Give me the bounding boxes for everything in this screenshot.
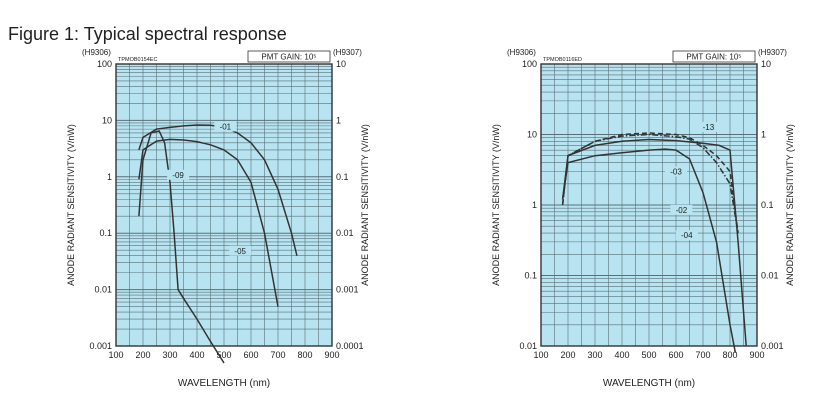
x-tick-label: 500 — [216, 350, 231, 360]
y-tick-label-left: 1 — [107, 172, 112, 182]
plot-frame — [115, 63, 333, 347]
y-tick-label-right: 10 — [761, 59, 771, 69]
y-axis-label-left: ANODE RADIANT SENSITIVITY (V/nW) — [491, 124, 501, 286]
series-line — [561, 138, 747, 347]
y-axis-label-left: ANODE RADIANT SENSITIVITY (V/nW) — [66, 124, 76, 286]
gain-box — [247, 50, 331, 63]
series-label: -13 — [703, 123, 715, 132]
y-tick-label-right: 1 — [761, 130, 766, 140]
y-tick-label-left: 0.01 — [519, 341, 537, 351]
series-line — [561, 132, 739, 234]
x-tick-label: 600 — [668, 350, 683, 360]
model-label-right: (H9307) — [758, 48, 787, 57]
x-tick-label: 700 — [695, 350, 710, 360]
series-label: -09 — [172, 171, 184, 180]
y-tick-label-left: 0.1 — [524, 271, 537, 281]
y-tick-label-right: 0.001 — [336, 285, 359, 295]
gain-label: PMT GAIN: 10⁵ — [261, 53, 316, 62]
spectral-chart-right: 100 200 300 400 500 600 700 800 9000.010.1110100… — [491, 48, 795, 389]
series-line — [138, 130, 225, 364]
series-label: -04 — [681, 231, 693, 240]
series-line — [561, 133, 739, 234]
series-label-bg — [214, 121, 237, 132]
model-label-left: (H9306) — [82, 48, 111, 57]
x-tick-label: 100 — [108, 350, 123, 360]
y-axis-label-right: ANODE RADIANT SENSITIVITY (V/nW) — [785, 124, 795, 286]
y-tick-label-right: 10 — [336, 59, 346, 69]
gain-box — [672, 50, 756, 63]
y-tick-label-right: 1 — [336, 115, 341, 125]
x-tick-label: 200 — [560, 350, 575, 360]
x-axis-label: WAVELENGTH (nm) — [603, 378, 695, 389]
y-tick-label-left: 100 — [97, 59, 112, 69]
series-label-bg — [167, 169, 190, 180]
x-tick-label: 400 — [614, 350, 629, 360]
y-tick-label-left: 0.1 — [99, 228, 112, 238]
x-tick-label: 900 — [749, 350, 764, 360]
y-tick-label-right: 0.1 — [761, 200, 774, 210]
y-tick-label-right: 0.0001 — [336, 341, 364, 351]
gain-label: PMT GAIN: 10⁵ — [686, 53, 741, 62]
chart-code: TPMOB0116ED — [543, 57, 582, 63]
y-tick-label-left: 0.001 — [89, 341, 112, 351]
series-label: -02 — [676, 206, 688, 215]
x-tick-label: 900 — [324, 350, 339, 360]
x-tick-label: 200 — [135, 350, 150, 360]
series-label-bg — [665, 166, 687, 177]
series-label: -05 — [234, 247, 246, 256]
series-label: -01 — [220, 122, 232, 131]
x-tick-label: 700 — [270, 350, 285, 360]
y-tick-label-right: 0.01 — [761, 271, 779, 281]
model-label-right: (H9307) — [333, 48, 362, 57]
y-tick-label-right: 0.001 — [761, 341, 784, 351]
series-label-bg — [670, 204, 693, 215]
x-tick-label: 800 — [722, 350, 737, 360]
y-tick-label-left: 0.01 — [94, 285, 112, 295]
x-tick-label: 300 — [587, 350, 602, 360]
plot-frame — [540, 63, 758, 347]
x-tick-label: 400 — [189, 350, 204, 360]
y-tick-label-left: 10 — [527, 130, 537, 140]
x-tick-label: 500 — [641, 350, 656, 360]
model-label-left: (H9306) — [507, 48, 536, 57]
y-axis-label-right: ANODE RADIANT SENSITIVITY (V/nW) — [360, 124, 370, 286]
series-label-bg — [675, 230, 698, 241]
y-tick-label-right: 0.01 — [336, 228, 354, 238]
x-tick-label: 100 — [533, 350, 548, 360]
series-line — [138, 138, 279, 307]
spectral-chart-left: 100 200 300 400 500 600 700 800 900 0.001 0.01 0.1 1… — [66, 48, 370, 389]
figure-title: Figure 1: Typical spectral response — [8, 24, 287, 44]
x-tick-label: 300 — [162, 350, 177, 360]
x-tick-label: 800 — [297, 350, 312, 360]
series-line — [561, 148, 737, 353]
series-label-bg — [229, 245, 252, 256]
x-axis-label: WAVELENGTH (nm) — [178, 378, 270, 389]
y-tick-label-left: 100 — [522, 59, 537, 69]
series-label-bg — [697, 121, 720, 132]
y-tick-label-left: 10 — [102, 115, 112, 125]
y-tick-label-right: 0.1 — [336, 172, 349, 182]
chart-code: TPMOB0154EC — [118, 57, 157, 63]
y-tick-label-left: 1 — [532, 200, 537, 210]
series-label: -03 — [670, 167, 682, 176]
x-tick-label: 600 — [243, 350, 258, 360]
